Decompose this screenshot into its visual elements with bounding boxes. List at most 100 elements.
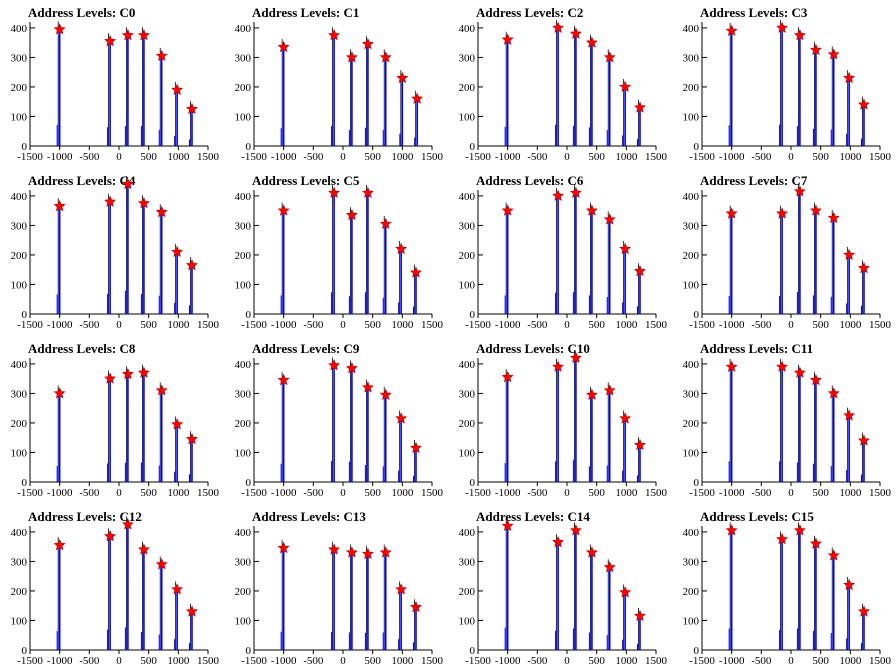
histogram-bar (348, 130, 350, 146)
x-tick-label: -1000 (719, 655, 745, 667)
histogram-bar (416, 98, 418, 146)
panel-title: Address Levels: C1 (252, 5, 359, 20)
histogram-bar (191, 611, 193, 650)
histogram-bar (636, 139, 638, 146)
peak-marker (395, 412, 408, 424)
x-tick-label: 500 (812, 319, 829, 331)
x-tick-label: -1500 (465, 655, 491, 667)
histogram-bar (606, 465, 608, 482)
peak-marker (185, 259, 198, 271)
histogram-bar (779, 295, 781, 314)
peak-marker (619, 412, 632, 424)
peak-marker (569, 524, 582, 536)
histogram-bar (730, 213, 733, 314)
histogram-bar (832, 393, 835, 482)
peak-marker (409, 266, 422, 278)
histogram-bar (398, 470, 400, 482)
histogram-bar (333, 549, 335, 650)
y-tick-label: 100 (11, 615, 28, 627)
histogram-bar (398, 639, 400, 650)
histogram-bar (639, 271, 641, 314)
histogram-bar (176, 589, 178, 650)
panel-title: Address Levels: C3 (700, 5, 808, 20)
peak-marker (395, 583, 408, 595)
histogram-bar (127, 524, 129, 650)
histogram-bar (400, 589, 402, 650)
histogram-panel: Address Levels: C1 0 100 200 300 400 -1500 -100… (235, 5, 444, 163)
x-tick-label: -1000 (495, 655, 521, 667)
histogram-bar (174, 135, 176, 146)
y-tick-label: 100 (683, 111, 700, 123)
x-tick-label: 500 (588, 151, 605, 163)
histogram-bar (588, 632, 590, 650)
x-tick-label: -1500 (689, 151, 715, 163)
peak-marker (411, 92, 424, 104)
x-tick-label: 0 (340, 655, 346, 667)
x-tick-label: 500 (812, 151, 829, 163)
histogram-bar (160, 390, 163, 482)
histogram-panel: Address Levels: C6 0 100 200 300 400 -1500 -100… (459, 173, 668, 331)
histogram-bar (109, 378, 111, 482)
x-tick-label: -500 (527, 655, 548, 667)
x-tick-label: -1000 (719, 487, 745, 499)
x-tick-label: 1500 (869, 151, 892, 163)
peak-marker (843, 71, 856, 84)
x-tick-label: -1000 (271, 151, 297, 163)
histogram-bar (143, 35, 145, 146)
peak-marker (585, 388, 598, 401)
x-tick-label: -1500 (17, 319, 43, 331)
y-tick-label: 200 (235, 250, 252, 262)
x-tick-label: 500 (140, 655, 157, 667)
histogram-bar (331, 126, 333, 146)
y-tick-label: 400 (235, 191, 252, 203)
x-tick-label: 1000 (391, 487, 414, 499)
x-tick-label: 500 (588, 655, 605, 667)
peak-marker (155, 384, 168, 396)
y-tick-label: 0 (22, 645, 28, 657)
peak-marker (857, 98, 870, 110)
y-tick-label: 400 (11, 23, 28, 35)
x-tick-label: 1500 (421, 655, 444, 667)
histogram-bar (282, 210, 285, 314)
x-tick-label: 0 (564, 319, 570, 331)
histogram-bar (860, 138, 862, 146)
histogram-bar (348, 632, 350, 650)
histogram-bar (282, 548, 285, 650)
peak-marker (809, 537, 822, 549)
histogram-bar (364, 464, 366, 482)
peak-marker (171, 418, 184, 430)
y-tick-label: 0 (694, 141, 700, 153)
histogram-bar (280, 128, 282, 146)
peak-marker (171, 245, 184, 258)
y-tick-label: 300 (11, 388, 28, 400)
peak-marker (776, 360, 789, 372)
histogram-bar (107, 463, 109, 482)
panel-title: Address Levels: C14 (476, 509, 590, 524)
y-tick-label: 200 (683, 418, 700, 430)
y-tick-label: 400 (11, 359, 28, 371)
x-tick-label: 0 (564, 655, 570, 667)
peak-marker (793, 29, 806, 41)
x-tick-label: -1000 (271, 319, 297, 331)
peak-marker (725, 360, 738, 372)
peak-marker (501, 204, 514, 216)
histogram-bar (555, 461, 557, 482)
histogram-bar (384, 552, 387, 650)
histogram-bar (799, 530, 801, 650)
histogram-bar (188, 643, 190, 650)
y-tick-label: 100 (459, 279, 476, 291)
x-tick-label: -500 (527, 151, 548, 163)
peak-marker (569, 351, 582, 364)
x-tick-label: -500 (79, 319, 100, 331)
peak-marker (361, 381, 374, 393)
peak-marker (501, 33, 514, 45)
histogram-bar (639, 616, 641, 650)
peak-marker (603, 51, 616, 63)
x-tick-label: -1500 (241, 319, 267, 331)
histogram-panel: Address Levels: C8 0 100 200 300 400 -1500 -100… (11, 341, 220, 499)
histogram-bar (606, 296, 608, 314)
y-tick-label: 100 (11, 279, 28, 291)
panel-title: Address Levels: C7 (700, 173, 808, 188)
x-tick-label: -1500 (241, 151, 267, 163)
